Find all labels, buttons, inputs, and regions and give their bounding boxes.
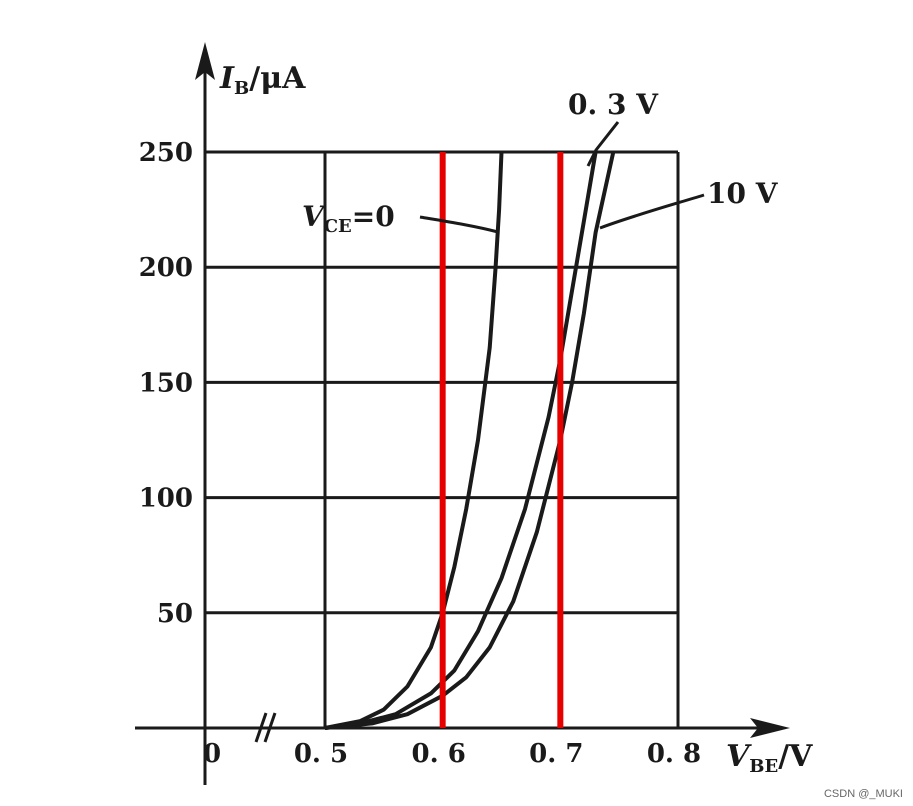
series-label-leader [599, 193, 705, 230]
x-tick-label: 0. 5 [294, 739, 348, 769]
series-curve-0 [324, 151, 504, 730]
series [324, 151, 616, 730]
y-tick-label: 50 [157, 599, 193, 629]
series-label-leader [419, 215, 499, 234]
series-label-leader [586, 121, 620, 167]
y-tick-label: 100 [139, 484, 193, 514]
series-label-vce-0: VCE=0 [302, 200, 395, 237]
x-tick-label: 0 [203, 739, 221, 769]
axes [135, 42, 790, 785]
reference-lines [439, 152, 564, 728]
y-tick-label: 200 [139, 253, 193, 283]
series-label-0-3v: 0. 3 V [568, 88, 659, 121]
y-axis-arrow [195, 42, 215, 80]
watermark: CSDN @_MUKI [823, 788, 903, 800]
y-tick-label: 250 [139, 138, 193, 168]
axis-break-mark [254, 712, 268, 743]
series-curve-1 [324, 151, 598, 730]
labels: IB/μA VBE/V VCE=0 0. 3 V 10 V [219, 61, 813, 777]
x-tick-label: 0. 7 [529, 739, 583, 769]
tick-labels: 50 100 150 200 250 0 0. 5 0. 6 0. 7 0. 8 [139, 138, 701, 769]
x-axis-title: VBE/V [726, 739, 813, 777]
y-tick-label: 150 [139, 368, 193, 398]
x-axis-arrow [750, 718, 790, 738]
axis-break-mark [263, 712, 277, 743]
y-axis-title: IB/μA [219, 61, 306, 99]
series-curve-2 [324, 151, 616, 730]
x-tick-label: 0. 6 [412, 739, 466, 769]
x-tick-label: 0. 8 [647, 739, 701, 769]
series-label-10v: 10 V [707, 177, 779, 210]
